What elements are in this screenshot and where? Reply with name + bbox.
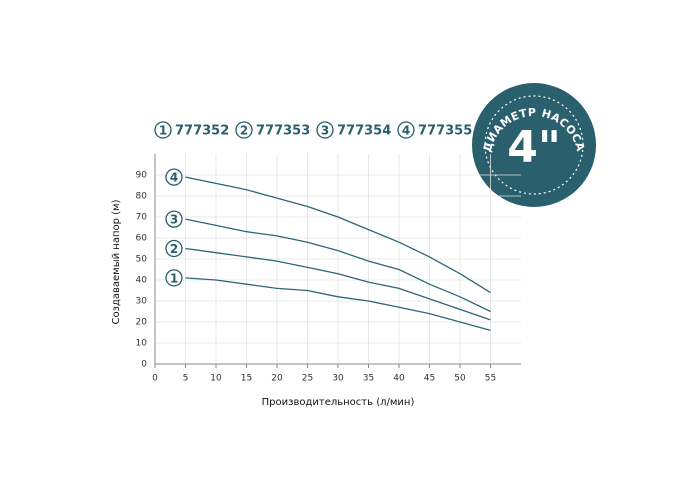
y-tick-label: 60 — [136, 234, 148, 244]
badge-circle — [472, 83, 596, 207]
x-tick-label: 50 — [454, 374, 466, 384]
curve-label: 2 — [165, 239, 183, 258]
series-line — [185, 277, 491, 332]
x-tick-label: 25 — [302, 374, 313, 384]
badge-size: 4" — [507, 122, 561, 173]
series-line — [185, 176, 491, 294]
badge: ДИАМЕТР НАСОСА 4" — [472, 83, 596, 207]
curve-label: 4 — [165, 168, 183, 186]
y-axis-title: Создаваемый напор (м) — [111, 199, 122, 324]
legend-label: 777352 — [175, 124, 229, 139]
legend-circle — [235, 121, 253, 139]
legend-number: 1 — [159, 124, 167, 138]
legend-number: 4 — [402, 124, 410, 138]
curve-label: 1 — [165, 269, 183, 287]
legend-label: 777354 — [337, 124, 391, 139]
x-tick-label: 10 — [210, 374, 222, 384]
x-tick-label: 15 — [241, 374, 252, 384]
x-tick-label: 0 — [152, 374, 158, 384]
x-tick-label: 35 — [363, 374, 374, 384]
curve-label-text: 4 — [170, 171, 178, 185]
series-line — [185, 247, 491, 321]
y-tick-label: 10 — [136, 339, 148, 349]
badge-ring — [484, 95, 584, 195]
y-tick-label: 50 — [136, 255, 148, 265]
x-tick-label: 20 — [271, 374, 283, 384]
y-tick-label: 90 — [136, 171, 148, 181]
y-tick-label: 80 — [136, 192, 148, 202]
legend-label: 777353 — [256, 124, 310, 139]
curve-label-circle — [165, 239, 183, 258]
curve-label-text: 3 — [170, 213, 178, 227]
y-tick-label: 70 — [136, 213, 148, 223]
x-tick-label: 30 — [332, 374, 344, 384]
curve-label-circle — [165, 210, 183, 228]
legend-number: 3 — [321, 124, 329, 138]
y-tick-label: 30 — [136, 297, 148, 307]
curve-label: 3 — [165, 210, 183, 228]
legend-circle — [154, 121, 172, 139]
curve-label-circle — [165, 168, 183, 186]
legend-circle — [397, 121, 415, 139]
y-tick-label: 20 — [136, 318, 148, 328]
curve-label-circle — [165, 269, 183, 287]
x-tick-label: 55 — [485, 374, 496, 384]
legend-label: 777355 — [418, 124, 472, 139]
y-tick-label: 40 — [136, 276, 148, 286]
y-tick-label: 0 — [141, 360, 147, 370]
x-tick-label: 5 — [183, 374, 189, 384]
x-axis-title: Производительность (л/мин) — [262, 397, 415, 408]
x-tick-label: 40 — [393, 374, 405, 384]
curve-label-text: 2 — [170, 242, 178, 256]
legend-circle — [316, 121, 334, 139]
series-line — [185, 218, 491, 313]
legend-number: 2 — [240, 124, 248, 138]
curve-label-text: 1 — [170, 271, 178, 285]
x-tick-label: 45 — [424, 374, 435, 384]
